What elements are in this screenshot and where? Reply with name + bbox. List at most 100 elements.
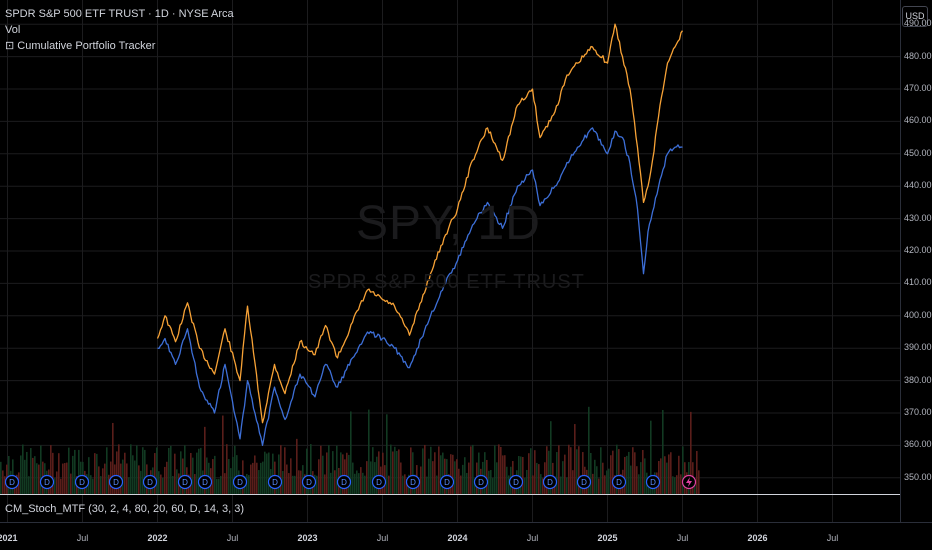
volume-bar — [358, 473, 360, 494]
volume-bar — [526, 469, 528, 494]
time-label: Jul — [676, 533, 689, 543]
indicator-label[interactable]: CM_Stoch_MTF (30, 2, 4, 80, 20, 60, D, 1… — [5, 503, 245, 515]
volume-bar — [538, 464, 540, 494]
dividend-marker[interactable]: D — [473, 474, 489, 490]
volume-bar — [126, 463, 128, 494]
dividend-marker[interactable]: D — [371, 474, 387, 490]
volume-bar — [592, 473, 594, 494]
volume-bar — [650, 420, 652, 494]
price-label: 450.00 — [904, 147, 932, 158]
dividend-marker[interactable]: D — [74, 474, 90, 490]
legend-tracker[interactable]: ⊡ Cumulative Portfolio Tracker — [5, 38, 234, 54]
volume-bar — [452, 454, 454, 494]
volume-bar — [236, 455, 238, 494]
volume-bar — [254, 455, 256, 494]
volume-bar — [36, 463, 38, 494]
volume-bar — [214, 455, 216, 494]
tracker-label: Cumulative Portfolio Tracker — [17, 40, 156, 52]
series-line — [156, 23, 684, 424]
volume-bar — [402, 475, 404, 494]
currency-button[interactable]: USD — [902, 6, 928, 27]
volume-bar — [520, 456, 522, 494]
volume-bar — [258, 470, 260, 494]
volume-bar — [282, 470, 284, 494]
volume-bar — [388, 475, 390, 494]
dividend-marker[interactable]: D — [576, 474, 592, 490]
dividend-marker[interactable]: D — [542, 474, 558, 490]
time-label: Jul — [826, 533, 839, 543]
volume-bar — [600, 447, 602, 494]
dividend-marker[interactable]: D — [39, 474, 55, 490]
volume-bar — [216, 478, 218, 494]
dividend-marker[interactable]: D — [645, 474, 661, 490]
time-label: Jul — [226, 533, 239, 543]
dividend-marker[interactable]: D — [142, 474, 158, 490]
dividend-marker[interactable]: D — [405, 474, 421, 490]
dividend-marker[interactable]: D — [267, 474, 283, 490]
volume-bar — [92, 478, 94, 494]
volume-bar — [382, 452, 384, 494]
dividend-marker[interactable]: D — [197, 474, 213, 490]
volume-bar — [162, 477, 164, 494]
volume-bar — [372, 447, 374, 494]
dividend-marker[interactable]: D — [336, 474, 352, 490]
volume-bar — [58, 453, 60, 494]
volume-bar — [90, 475, 92, 494]
volume-bar — [640, 462, 642, 494]
volume-bar — [378, 451, 380, 494]
tracker-icon: ⊡ — [5, 40, 15, 52]
volume-bar — [436, 475, 438, 494]
volume-bar — [450, 454, 452, 494]
volume-bar — [440, 455, 442, 494]
volume-bar — [230, 468, 232, 494]
volume-bar — [136, 445, 138, 494]
volume-bar — [336, 445, 338, 494]
dividend-marker[interactable]: D — [508, 474, 524, 490]
volume-bar — [364, 475, 366, 494]
legend-vol[interactable]: Vol — [5, 24, 21, 36]
volume-bar — [608, 468, 610, 494]
volume-bar — [272, 453, 274, 494]
time-label: 2024 — [447, 533, 468, 543]
dividend-marker[interactable]: D — [439, 474, 455, 490]
price-label: 470.00 — [904, 83, 932, 93]
volume-bar — [696, 451, 698, 494]
volume-bar — [566, 477, 568, 494]
volume-bar — [468, 462, 470, 494]
dividend-label: D — [376, 478, 382, 487]
volume-bar — [562, 461, 564, 494]
volume-bar — [168, 447, 170, 494]
volume-bar — [96, 453, 98, 494]
volume-bar — [546, 446, 548, 494]
volume-bar — [224, 473, 226, 494]
volume-bar — [490, 470, 492, 494]
price-label: 380.00 — [904, 374, 932, 385]
volume-bar — [222, 415, 224, 494]
volume-bar — [568, 444, 570, 494]
time-label: 2025 — [597, 533, 618, 543]
volume-bar — [228, 459, 230, 494]
dividend-marker[interactable]: D — [4, 474, 20, 490]
price-label: 440.00 — [904, 180, 932, 191]
dividend-marker[interactable]: D — [232, 474, 248, 490]
lightning-icon[interactable] — [681, 474, 697, 490]
volume-bar — [60, 478, 62, 494]
dividend-marker[interactable]: D — [108, 474, 124, 490]
volume-bar — [486, 459, 488, 494]
volume-bar — [310, 444, 312, 494]
volume-bar — [176, 469, 178, 494]
volume-bar — [590, 453, 592, 494]
volume-bar — [322, 455, 324, 494]
dividend-marker[interactable]: D — [611, 474, 627, 490]
volume-bar — [390, 444, 392, 494]
price-label: 390.00 — [904, 342, 932, 353]
legend-title[interactable]: SPDR S&P 500 ETF TRUST · 1D · NYSE Arca — [5, 8, 234, 20]
dividend-marker[interactable]: D — [301, 474, 317, 490]
dividend-marker[interactable]: D — [177, 474, 193, 490]
volume-bar — [392, 451, 394, 494]
volume-bar — [296, 438, 298, 494]
volume-bar — [292, 475, 294, 494]
volume-bar — [286, 464, 288, 494]
